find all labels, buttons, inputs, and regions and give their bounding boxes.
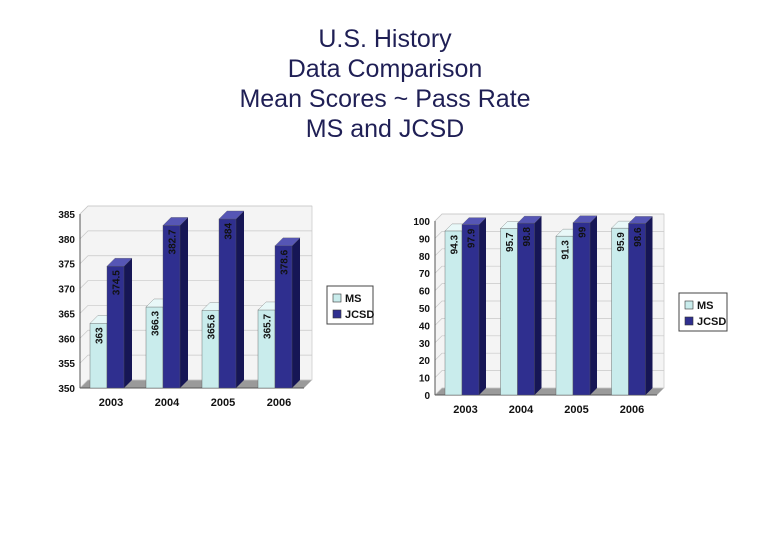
bar-jcsd-2006 bbox=[628, 223, 646, 396]
bar-side-jcsd-2004 bbox=[180, 217, 188, 388]
bar-side-jcsd-2006 bbox=[292, 237, 300, 388]
bar-top-jcsd-2003 bbox=[461, 217, 487, 225]
y-tick-label: 380 bbox=[58, 235, 75, 246]
bar-jcsd-2004 bbox=[517, 222, 535, 396]
bar-top-jcsd-2005 bbox=[572, 215, 598, 223]
legend-label-jcsd: JCSD bbox=[345, 309, 374, 321]
category-label-2005: 2005 bbox=[211, 397, 235, 409]
y-tick-label: 60 bbox=[419, 287, 431, 298]
category-label-2005: 2005 bbox=[564, 404, 588, 416]
bar-top-jcsd-2004 bbox=[517, 215, 542, 224]
gridline bbox=[434, 213, 664, 222]
title-line-3: Mean Scores ~ Pass Rate bbox=[239, 85, 531, 113]
category-label-2004: 2004 bbox=[155, 397, 180, 409]
bar-top-jcsd-2006 bbox=[274, 237, 301, 246]
y-tick-label: 70 bbox=[419, 269, 431, 280]
legend-box bbox=[678, 292, 728, 332]
data-label-ms-2005: 365.6 bbox=[207, 314, 218, 339]
y-tick-label: 355 bbox=[58, 359, 75, 370]
category-label-2006: 2006 bbox=[620, 404, 644, 416]
bar-top-jcsd-2005 bbox=[218, 210, 245, 220]
legend-label-ms: MS bbox=[697, 300, 714, 312]
plot-floor bbox=[80, 380, 312, 388]
data-label-ms-2005: 91.3 bbox=[561, 240, 572, 260]
data-label-jcsd-2003: 97.9 bbox=[467, 228, 478, 248]
y-tick-label: 90 bbox=[419, 234, 431, 245]
data-label-jcsd-2005: 384 bbox=[224, 223, 235, 240]
y-tick-label: 80 bbox=[419, 252, 431, 263]
category-label-2003: 2003 bbox=[99, 397, 123, 409]
bar-side-jcsd-2003 bbox=[479, 217, 486, 395]
y-tick-label: 0 bbox=[424, 391, 430, 402]
title-line-1: U.S. History bbox=[318, 25, 452, 53]
bar-jcsd-2003 bbox=[461, 224, 480, 396]
y-tick-label: 20 bbox=[419, 356, 431, 367]
legend-swatch-ms bbox=[332, 293, 342, 303]
data-label-ms-2004: 95.7 bbox=[505, 232, 516, 252]
y-tick-label: 100 bbox=[413, 217, 430, 228]
bar-side-jcsd-2005 bbox=[590, 215, 597, 395]
y-tick-label: 385 bbox=[58, 210, 75, 221]
title-line-2: Data Comparison bbox=[287, 55, 483, 83]
plot-floor bbox=[435, 388, 664, 395]
y-tick-label: 10 bbox=[419, 374, 431, 385]
gridline bbox=[79, 205, 312, 215]
bar-top-jcsd-2004 bbox=[162, 217, 189, 226]
data-label-jcsd-2006: 378.6 bbox=[280, 249, 291, 274]
y-tick-label: 350 bbox=[58, 384, 75, 395]
bar-ms-2006 bbox=[611, 227, 629, 396]
category-label-2004: 2004 bbox=[509, 404, 534, 416]
data-label-ms-2006: 365.7 bbox=[263, 314, 274, 339]
data-label-ms-2004: 366.3 bbox=[151, 311, 162, 336]
data-label-ms-2003: 94.3 bbox=[450, 234, 461, 254]
bar-side-jcsd-2004 bbox=[534, 216, 542, 395]
legend-swatch-jcsd bbox=[332, 309, 342, 319]
data-label-jcsd-2003: 374.5 bbox=[112, 270, 123, 295]
bar-top-jcsd-2003 bbox=[106, 258, 133, 267]
data-label-ms-2006: 95.9 bbox=[616, 232, 627, 252]
y-tick-label: 360 bbox=[58, 334, 75, 345]
legend-swatch-jcsd bbox=[684, 316, 694, 326]
data-label-jcsd-2004: 382.7 bbox=[168, 229, 179, 254]
bar-side-jcsd-2005 bbox=[236, 210, 244, 388]
bar-jcsd-2005 bbox=[572, 222, 591, 396]
legend-label-jcsd: JCSD bbox=[697, 316, 726, 328]
bar-ms-2003 bbox=[444, 230, 463, 396]
category-label-2003: 2003 bbox=[453, 404, 477, 416]
category-label-2006: 2006 bbox=[267, 397, 291, 409]
y-tick-label: 40 bbox=[419, 321, 431, 332]
data-label-jcsd-2004: 98.8 bbox=[522, 227, 533, 247]
data-label-jcsd-2005: 99 bbox=[578, 226, 589, 238]
legend-swatch-ms bbox=[684, 300, 694, 310]
title-line-4: MS and JCSD bbox=[305, 115, 465, 143]
y-tick-label: 370 bbox=[58, 285, 75, 296]
y-tick-label: 30 bbox=[419, 339, 431, 350]
bar-ms-2004 bbox=[500, 228, 518, 396]
legend-label-ms: MS bbox=[345, 293, 362, 305]
y-tick-label: 365 bbox=[58, 309, 75, 320]
data-label-jcsd-2006: 98.6 bbox=[633, 227, 644, 247]
y-tick-label: 375 bbox=[58, 260, 75, 271]
data-label-ms-2003: 363 bbox=[95, 327, 106, 344]
y-tick-label: 50 bbox=[419, 304, 431, 315]
bar-side-jcsd-2003 bbox=[124, 258, 132, 388]
bar-side-jcsd-2006 bbox=[645, 216, 653, 395]
bar-top-jcsd-2006 bbox=[628, 216, 653, 224]
slide-title: U.S. History Data Comparison Mean Scores… bbox=[0, 24, 770, 144]
